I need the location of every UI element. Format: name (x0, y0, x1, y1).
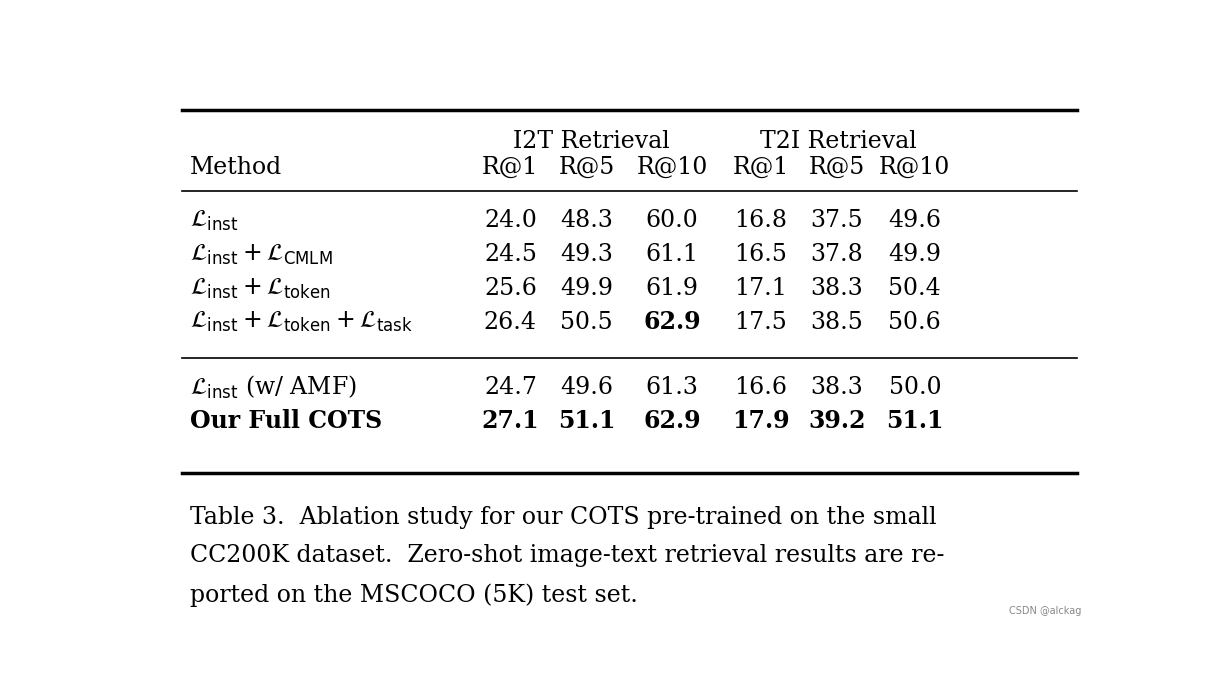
Text: 37.8: 37.8 (810, 243, 863, 266)
Text: 61.9: 61.9 (646, 277, 699, 300)
Text: 50.5: 50.5 (560, 311, 613, 334)
Text: 25.6: 25.6 (484, 277, 537, 300)
Text: 51.1: 51.1 (887, 409, 943, 433)
Text: 27.1: 27.1 (481, 409, 539, 433)
Text: R@5: R@5 (809, 156, 865, 179)
Text: 49.6: 49.6 (560, 376, 613, 399)
Text: R@10: R@10 (636, 156, 707, 179)
Text: R@5: R@5 (559, 156, 615, 179)
Text: 39.2: 39.2 (808, 409, 866, 433)
Text: 16.6: 16.6 (734, 376, 787, 399)
Text: 50.6: 50.6 (889, 311, 941, 334)
Text: 38.3: 38.3 (810, 376, 863, 399)
Text: $\mathcal{L}_{\mathrm{inst}} + \mathcal{L}_{\mathrm{token}}$: $\mathcal{L}_{\mathrm{inst}} + \mathcal{… (189, 276, 330, 301)
Text: 61.3: 61.3 (646, 376, 699, 399)
Text: 62.9: 62.9 (643, 311, 701, 334)
Text: 17.9: 17.9 (732, 409, 790, 433)
Text: CC200K dataset.  Zero-shot image-text retrieval results are re-: CC200K dataset. Zero-shot image-text ret… (189, 544, 944, 567)
Text: $\mathcal{L}_{\mathrm{inst}}$: $\mathcal{L}_{\mathrm{inst}}$ (189, 209, 238, 233)
Text: 17.1: 17.1 (734, 277, 787, 300)
Text: Table 3.  Ablation study for our COTS pre-trained on the small: Table 3. Ablation study for our COTS pre… (189, 505, 936, 528)
Text: 37.5: 37.5 (810, 209, 863, 232)
Text: 16.8: 16.8 (734, 209, 787, 232)
Text: 60.0: 60.0 (646, 209, 699, 232)
Text: 49.6: 49.6 (888, 209, 942, 232)
Text: R@1: R@1 (732, 156, 788, 179)
Text: 26.4: 26.4 (484, 311, 537, 334)
Text: 49.3: 49.3 (560, 243, 613, 266)
Text: 61.1: 61.1 (646, 243, 699, 266)
Text: $\mathcal{L}_{\mathrm{inst}} + \mathcal{L}_{\mathrm{token}} + \mathcal{L}_{\math: $\mathcal{L}_{\mathrm{inst}} + \mathcal{… (189, 311, 413, 334)
Text: Our Full COTS: Our Full COTS (189, 409, 382, 433)
Text: $\mathcal{L}_{\mathrm{inst}} + \mathcal{L}_{\mathrm{CMLM}}$: $\mathcal{L}_{\mathrm{inst}} + \mathcal{… (189, 243, 333, 267)
Text: 38.3: 38.3 (810, 277, 863, 300)
Text: T2I Retrieval: T2I Retrieval (760, 130, 917, 153)
Text: $\mathcal{L}_{\mathrm{inst}}$ (w/ AMF): $\mathcal{L}_{\mathrm{inst}}$ (w/ AMF) (189, 374, 356, 401)
Text: CSDN @alckag: CSDN @alckag (1009, 606, 1082, 616)
Text: 24.5: 24.5 (484, 243, 537, 266)
Text: 16.5: 16.5 (734, 243, 787, 266)
Text: R@1: R@1 (483, 156, 539, 179)
Text: 48.3: 48.3 (560, 209, 613, 232)
Text: 50.0: 50.0 (889, 376, 941, 399)
Text: 50.4: 50.4 (889, 277, 941, 300)
Text: 38.5: 38.5 (810, 311, 863, 334)
Text: 17.5: 17.5 (734, 311, 787, 334)
Text: R@10: R@10 (879, 156, 950, 179)
Text: Method: Method (189, 156, 282, 179)
Text: 49.9: 49.9 (560, 277, 613, 300)
Text: I2T Retrieval: I2T Retrieval (513, 130, 669, 153)
Text: 62.9: 62.9 (643, 409, 701, 433)
Text: ported on the MSCOCO (5K) test set.: ported on the MSCOCO (5K) test set. (189, 583, 637, 607)
Text: 49.9: 49.9 (888, 243, 942, 266)
Text: 24.7: 24.7 (484, 376, 537, 399)
Text: 24.0: 24.0 (484, 209, 537, 232)
Text: 51.1: 51.1 (558, 409, 615, 433)
